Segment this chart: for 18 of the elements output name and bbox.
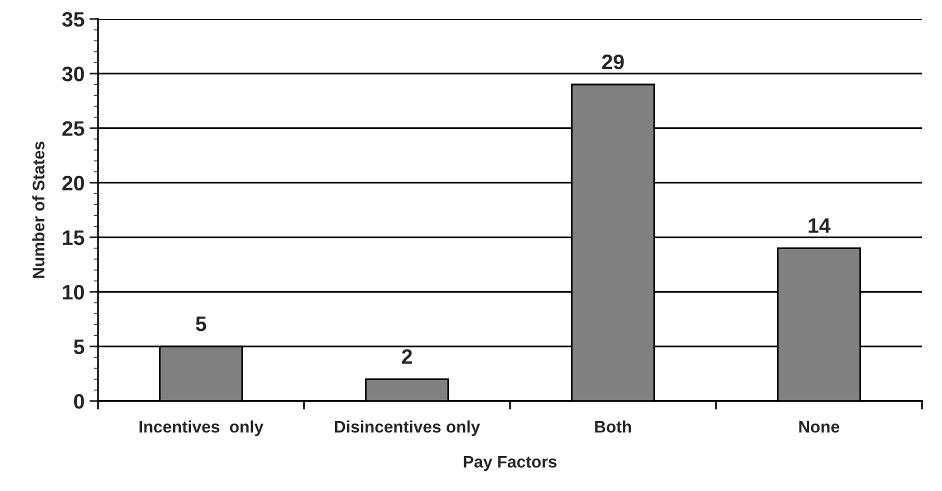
x-tick-label: Disincentives only xyxy=(334,420,480,436)
y-tick-label: 20 xyxy=(62,176,84,190)
y-tick-label: 5 xyxy=(74,340,84,354)
y-tick-label: 30 xyxy=(62,66,84,82)
data-label: 2 xyxy=(402,349,412,364)
y-tick-label: 35 xyxy=(62,12,84,27)
data-label: 5 xyxy=(196,316,206,332)
x-axis-title: Pay Factors xyxy=(464,456,557,471)
y-tick-label: 25 xyxy=(62,121,84,136)
y-tick-label: 15 xyxy=(62,230,84,246)
x-tick-label: None xyxy=(799,421,840,433)
y-axis-title: Number of States xyxy=(32,142,44,278)
data-label: 14 xyxy=(808,218,830,233)
data-label: 29 xyxy=(602,54,624,70)
y-tick-label: 0 xyxy=(74,394,84,409)
x-tick-label: Both xyxy=(595,420,631,433)
x-tick-label: Incentives only xyxy=(140,420,264,436)
y-tick-label: 10 xyxy=(62,284,84,300)
